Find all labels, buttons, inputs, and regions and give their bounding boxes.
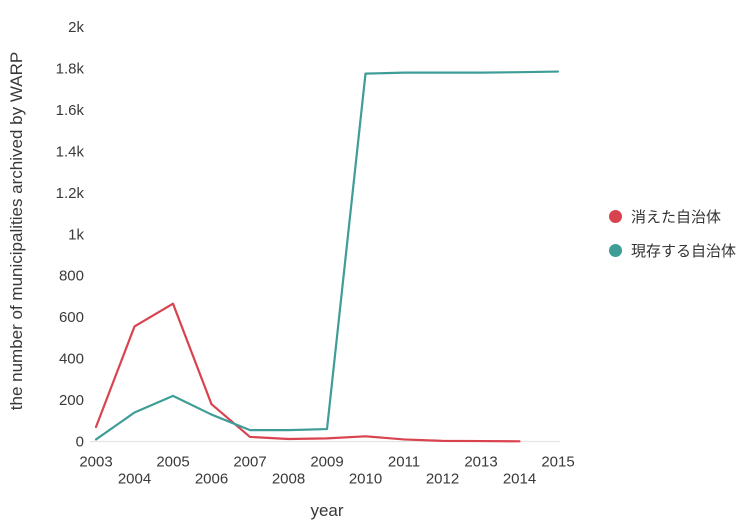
x-tick-label-2005: 2005: [156, 454, 189, 471]
y-tick-label-2: 400: [59, 351, 84, 368]
y-tick-label-10: 2k: [68, 19, 84, 36]
x-tick-label-2004: 2004: [118, 471, 151, 488]
x-tick-label-2008: 2008: [272, 471, 305, 488]
y-tick-label-4: 800: [59, 268, 84, 285]
x-tick-label-2013: 2013: [464, 454, 497, 471]
y-tick-label-5: 1k: [68, 226, 84, 243]
legend-item-disappeared[interactable]: 消えた自治体: [609, 206, 736, 226]
x-tick-label-2015: 2015: [541, 454, 574, 471]
y-tick-label-9: 1.8k: [56, 60, 85, 77]
series-line-existing: [94, 70, 560, 441]
x-tick-label-2009: 2009: [310, 454, 343, 471]
legend-label-disappeared: 消えた自治体: [631, 208, 722, 226]
y-tick-label-0: 0: [76, 434, 84, 451]
x-tick-label-2007: 2007: [233, 454, 266, 471]
x-tick-label-2003: 2003: [79, 454, 112, 471]
y-tick-label-3: 600: [59, 309, 84, 326]
y-axis-title: the number of municipalities archived by…: [7, 52, 26, 410]
legend-swatch-disappeared-icon: [609, 209, 622, 223]
plot-area: 0 200 400 600 800 1k 1.2k 1.4k 1.6k 1.8k 2k 2003 200…: [56, 19, 575, 488]
x-tick-label-2011: 2011: [388, 454, 420, 471]
legend: 消えた自治体 現存する自治体: [609, 206, 736, 260]
legend-label-existing: 現存する自治体: [631, 242, 737, 260]
x-tick-label-2014: 2014: [503, 471, 536, 488]
y-tick-label-8: 1.6k: [56, 102, 85, 119]
y-tick-label-6: 1.2k: [56, 185, 85, 202]
x-axis-title: year: [310, 501, 343, 520]
x-tick-label-2012: 2012: [426, 471, 459, 488]
legend-item-existing[interactable]: 現存する自治体: [609, 240, 736, 260]
x-tick-label-2006: 2006: [195, 471, 228, 488]
x-tick-label-2010: 2010: [349, 471, 382, 488]
y-tick-label-7: 1.4k: [56, 143, 85, 160]
legend-swatch-existing-icon: [609, 243, 622, 257]
series-line-disappeared: [94, 302, 521, 443]
y-tick-label-1: 200: [59, 392, 84, 409]
